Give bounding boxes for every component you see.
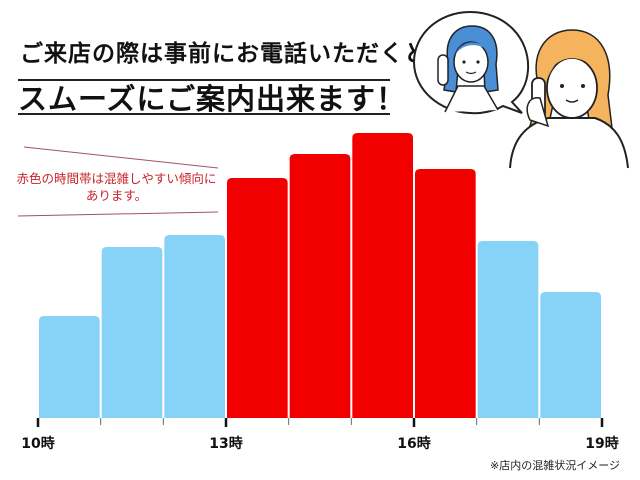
busy-annotation: 赤色の時間帯は混雑しやすい傾向にあります。 xyxy=(16,171,217,203)
bar xyxy=(39,316,100,418)
busy-bar xyxy=(227,178,288,418)
busy-bar xyxy=(289,154,351,418)
bar xyxy=(164,235,225,418)
busy-bar xyxy=(415,169,476,418)
busy-bar xyxy=(352,133,413,418)
annotation-line-top xyxy=(23,146,219,169)
annotation-line-bottom xyxy=(17,211,219,217)
operator-woman-on-phone-icon xyxy=(412,10,530,115)
heading-line1: ご来店の際は事前にお電話いただくと xyxy=(20,41,428,67)
heading-rule-1 xyxy=(18,79,390,81)
x-tick-label: 10時 xyxy=(21,435,54,452)
x-tick-label: 13時 xyxy=(209,435,242,452)
heading-line2: スムーズにご案内出来ます！ xyxy=(18,82,406,116)
heading-rule-2 xyxy=(18,113,390,115)
x-tick-label: 19時 xyxy=(585,435,618,452)
bar xyxy=(101,247,163,418)
bar xyxy=(540,292,601,418)
bar xyxy=(477,241,539,418)
x-tick-label: 16時 xyxy=(397,435,430,452)
customer-woman-on-phone-icon xyxy=(509,29,629,169)
footnote: ※店内の混雑状況イメージ xyxy=(490,459,620,472)
